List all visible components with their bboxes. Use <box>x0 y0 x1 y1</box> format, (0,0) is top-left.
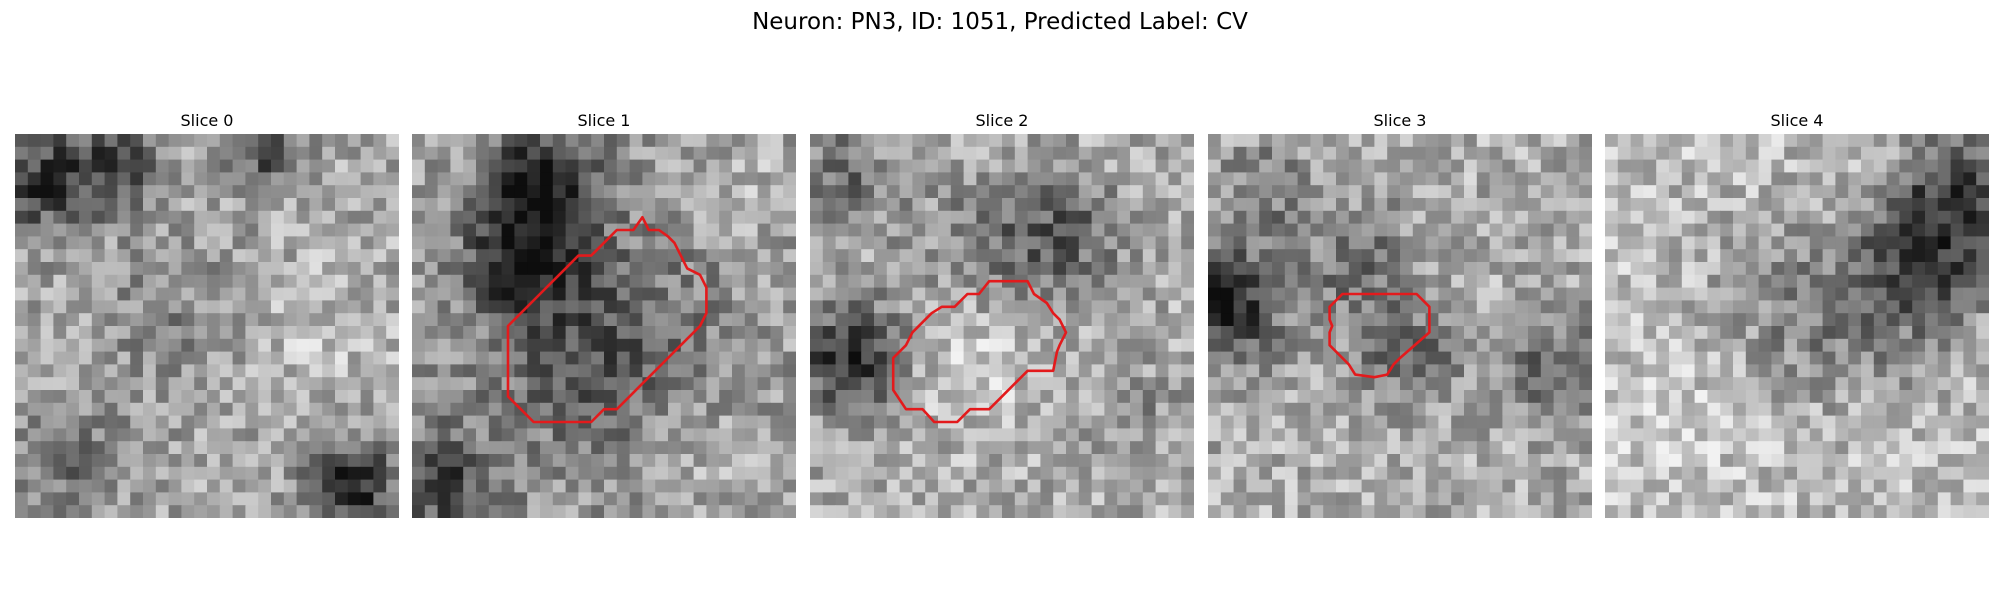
slice-title-3: Slice 3 <box>1373 111 1427 130</box>
slice-panel-4: Slice 4 <box>1605 108 1989 518</box>
roi-outline-3 <box>1328 292 1431 379</box>
slice-panel-1: Slice 1 <box>412 108 796 518</box>
slice-panel-3: Slice 3 <box>1208 108 1592 518</box>
figure-title: Neuron: PN3, ID: 1051, Predicted Label: … <box>752 9 1248 35</box>
slice-title-4: Slice 4 <box>1770 111 1824 130</box>
slice-image-2 <box>810 134 1194 518</box>
slice-panel-0: Slice 0 <box>15 108 399 518</box>
slice-panel-2: Slice 2 <box>810 108 1194 518</box>
slice-title-0: Slice 0 <box>180 111 234 130</box>
slice-svg-3 <box>1208 134 1592 518</box>
slice-title-2: Slice 2 <box>975 111 1029 130</box>
slice-svg-2 <box>810 134 1194 518</box>
slice-image-0 <box>15 134 399 518</box>
slice-svg-4 <box>1605 134 1989 518</box>
slice-image-1 <box>412 134 796 518</box>
slice-svg-1 <box>412 134 796 518</box>
slice-image-4 <box>1605 134 1989 518</box>
roi-outline-2 <box>891 279 1068 424</box>
slice-title-1: Slice 1 <box>577 111 631 130</box>
slice-image-3 <box>1208 134 1592 518</box>
roi-outline-1 <box>506 215 708 424</box>
slice-svg-0 <box>15 134 399 518</box>
